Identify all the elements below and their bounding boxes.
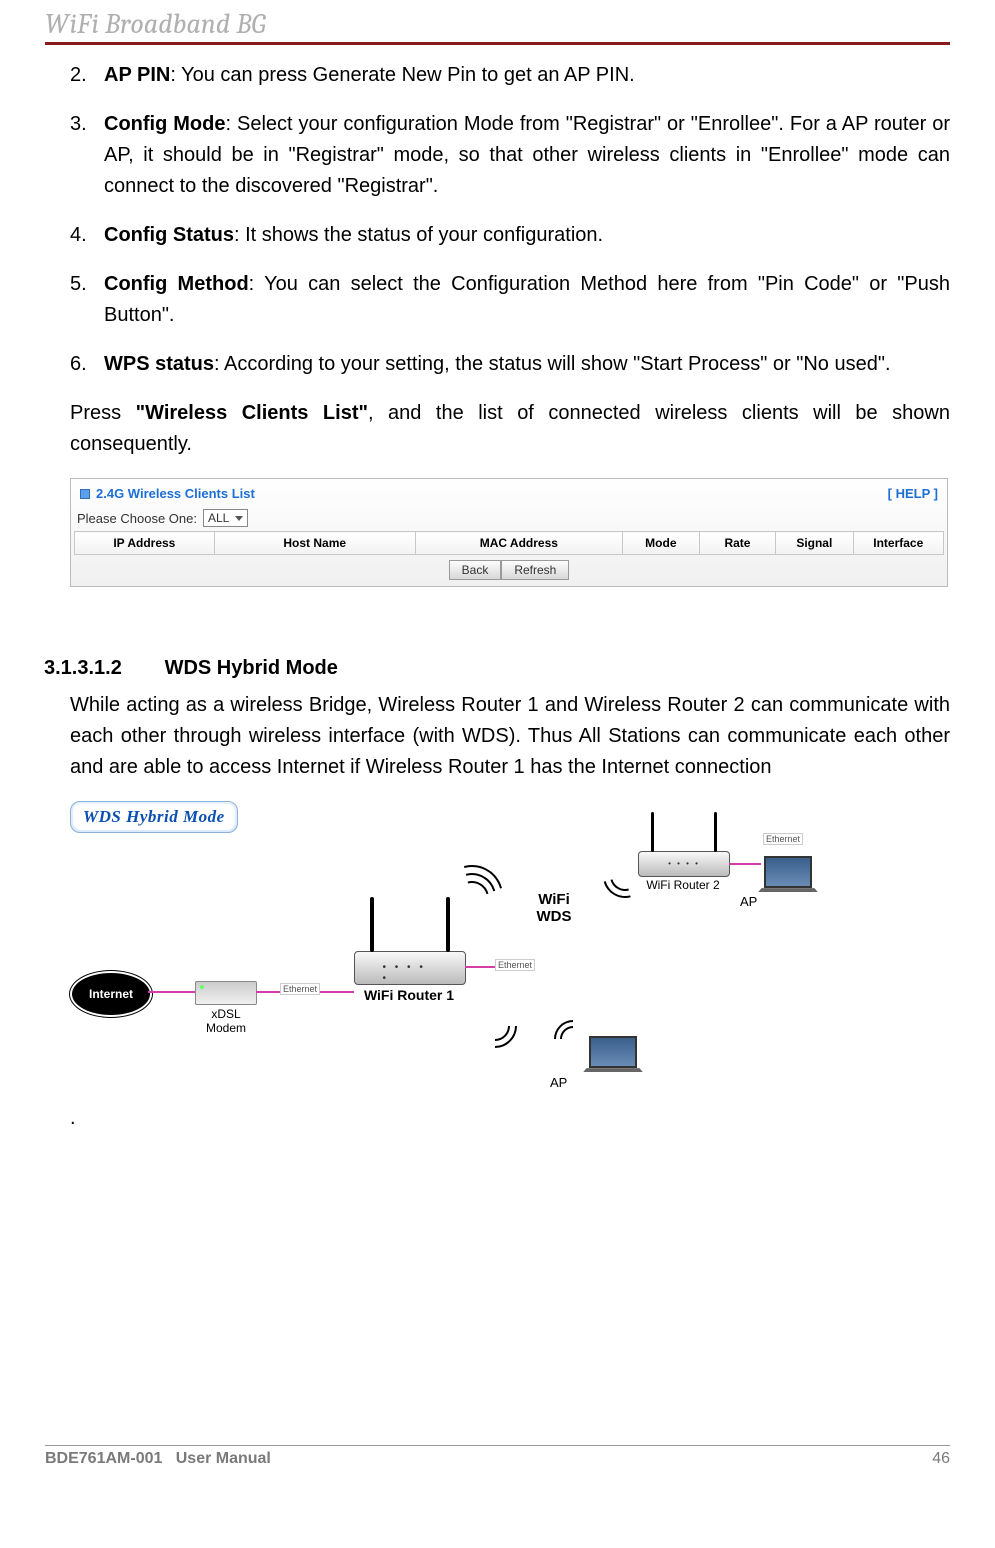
table-col-header: Mode — [622, 532, 699, 555]
table-col-header: IP Address — [75, 532, 215, 555]
list-body: Config Method: You can select the Config… — [104, 269, 950, 331]
wds-paragraph: While acting as a wireless Bridge, Wirel… — [70, 690, 950, 783]
router1-icon: • • • • • — [354, 951, 466, 985]
ethernet-label-3: Ethernet — [763, 833, 803, 845]
clients-list-title: 2.4G Wireless Clients List — [96, 486, 255, 501]
wifi-wds-label: WiFi WDS — [530, 891, 578, 926]
list-body: Config Status: It shows the status of yo… — [104, 220, 950, 251]
list-body: WPS status: According to your setting, t… — [104, 349, 950, 380]
laptop-icon — [760, 856, 816, 890]
list-body: AP PIN: You can press Generate New Pin t… — [104, 60, 950, 91]
table-col-header: Host Name — [214, 532, 415, 555]
wds-badge-text: WDS Hybrid Mode — [73, 804, 235, 830]
clients-buttons: BackRefresh — [74, 555, 944, 583]
signal-arc-icon — [430, 854, 515, 939]
table-col-header: Interface — [853, 532, 944, 555]
laptop-icon — [585, 1036, 641, 1070]
signal-arc-icon — [464, 995, 526, 1057]
ap2-label: AP — [740, 895, 757, 910]
clients-list-titlebar: 2.4G Wireless Clients List [ HELP ] — [74, 482, 944, 506]
table-header-row: IP AddressHost NameMAC AddressModeRateSi… — [75, 532, 944, 555]
router1-label: WiFi Router 1 — [354, 987, 464, 1003]
term: AP PIN — [104, 64, 170, 86]
internet-icon: Internet — [70, 971, 152, 1017]
choose-label: Please Choose One: — [77, 511, 197, 526]
router2-icon: • • • • — [638, 851, 730, 877]
title-bullet-icon — [80, 489, 90, 499]
clients-table: IP AddressHost NameMAC AddressModeRateSi… — [74, 531, 944, 555]
text: : It shows the status of your configurat… — [234, 224, 603, 246]
list-item-5: 5. Config Method: You can select the Con… — [70, 269, 950, 331]
ap1-label: AP — [550, 1076, 567, 1091]
text: : You can press Generate New Pin to get … — [170, 64, 634, 86]
section-title: WDS Hybrid Mode — [165, 657, 338, 679]
list-item-3: 3. Config Mode: Select your configuratio… — [70, 109, 950, 202]
antenna-icon — [651, 812, 654, 852]
modem-icon — [195, 981, 257, 1005]
term: Config Method — [104, 273, 249, 295]
list-body: Config Mode: Select your configuration M… — [104, 109, 950, 202]
term: WPS status — [104, 353, 214, 375]
list-num: 4. — [70, 220, 104, 251]
page-number: 46 — [932, 1450, 950, 1468]
choose-row: Please Choose One: ALL — [74, 506, 944, 531]
wds-diagram: WDS Hybrid Mode Internet xDSL Modem Ethe… — [70, 801, 820, 1101]
link-internet-modem — [148, 991, 196, 993]
antenna-icon — [714, 812, 717, 852]
choose-select[interactable]: ALL — [203, 509, 248, 527]
press-prefix: Press — [70, 402, 136, 424]
refresh-button[interactable]: Refresh — [501, 560, 569, 580]
press-bold: "Wireless Clients List" — [136, 402, 368, 424]
link-router2-laptop — [729, 863, 761, 865]
router2-label: WiFi Router 2 — [633, 879, 733, 893]
link-router1-right — [465, 966, 495, 968]
footer-text: User Manual — [176, 1450, 271, 1467]
text: : Select your configuration Mode from "R… — [104, 113, 950, 197]
section-number: 3.1.3.1.2 — [44, 657, 159, 680]
trailing-period: . — [70, 1107, 950, 1130]
term: Config Status — [104, 224, 234, 246]
term: Config Mode — [104, 113, 225, 135]
footer: BDE761AM-001 User Manual 46 — [45, 1445, 950, 1468]
list-item-6: 6. WPS status: According to your setting… — [70, 349, 950, 380]
list-num: 2. — [70, 60, 104, 91]
back-button[interactable]: Back — [449, 560, 502, 580]
help-link[interactable]: [ HELP ] — [888, 486, 938, 501]
footer-code: BDE761AM-001 — [45, 1450, 162, 1467]
doc-header: WiFi Broadband BG — [45, 0, 950, 45]
text: : According to your setting, the status … — [214, 353, 890, 375]
table-col-header: Rate — [699, 532, 775, 555]
ethernet-label-2: Ethernet — [495, 959, 535, 971]
ethernet-label-1: Ethernet — [280, 983, 320, 995]
table-col-header: MAC Address — [415, 532, 622, 555]
wds-badge: WDS Hybrid Mode — [70, 801, 238, 833]
list-item-2: 2. AP PIN: You can press Generate New Pi… — [70, 60, 950, 91]
clients-list-screenshot: 2.4G Wireless Clients List [ HELP ] Plea… — [70, 478, 948, 587]
antenna-icon — [370, 897, 374, 952]
modem-label: xDSL Modem — [190, 1008, 262, 1036]
table-col-header: Signal — [776, 532, 853, 555]
list-num: 6. — [70, 349, 104, 380]
list-num: 3. — [70, 109, 104, 202]
list-num: 5. — [70, 269, 104, 331]
list-item-4: 4. Config Status: It shows the status of… — [70, 220, 950, 251]
section-heading: 3.1.3.1.2 WDS Hybrid Mode — [44, 657, 950, 680]
press-paragraph: Press "Wireless Clients List", and the l… — [70, 398, 950, 460]
